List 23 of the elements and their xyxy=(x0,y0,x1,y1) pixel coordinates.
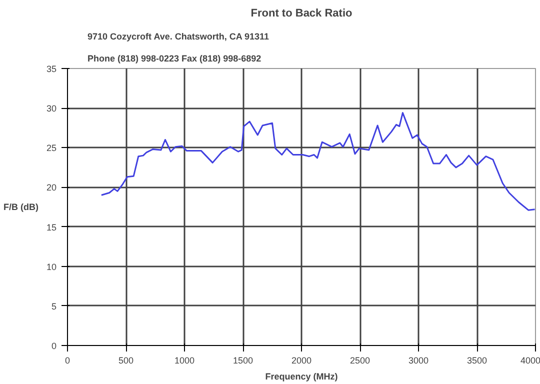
y-tick-label: 10 xyxy=(46,262,57,272)
text: Phone (818) 998-0223 Fax (818) 998-6892 xyxy=(88,54,262,64)
y-tick-label: 30 xyxy=(46,104,57,114)
x-tick-label: 1000 xyxy=(174,356,195,366)
chart-title: Front to Back Ratio xyxy=(250,8,353,20)
y-tick-label: 15 xyxy=(46,222,57,232)
x-tick-label: 3000 xyxy=(408,356,429,366)
x-tick-label: 1500 xyxy=(232,356,254,366)
y-tick-label: 20 xyxy=(46,182,57,193)
x-tick-label: 2500 xyxy=(350,356,370,366)
y-tick-label: 5 xyxy=(51,301,57,312)
x-tick-label: 2000 xyxy=(291,356,312,366)
x-tick-label: 0 xyxy=(64,356,70,366)
text: 9710 Cozycroft Ave. Chatsworth, CA 91311 xyxy=(88,32,270,42)
x-axis-title: Frequency (MHz) xyxy=(265,372,338,382)
x-tick-label: 4000 xyxy=(520,356,540,366)
y-axis-title: F/B (dB) xyxy=(4,202,38,212)
line-series xyxy=(100,112,536,211)
y-tick-label: 0 xyxy=(51,341,57,351)
y-tick-label: 25 xyxy=(46,143,57,154)
x-tick-label: 500 xyxy=(118,356,134,366)
x-tick-label: 3500 xyxy=(466,356,488,366)
y-tick-label: 35 xyxy=(46,64,57,74)
